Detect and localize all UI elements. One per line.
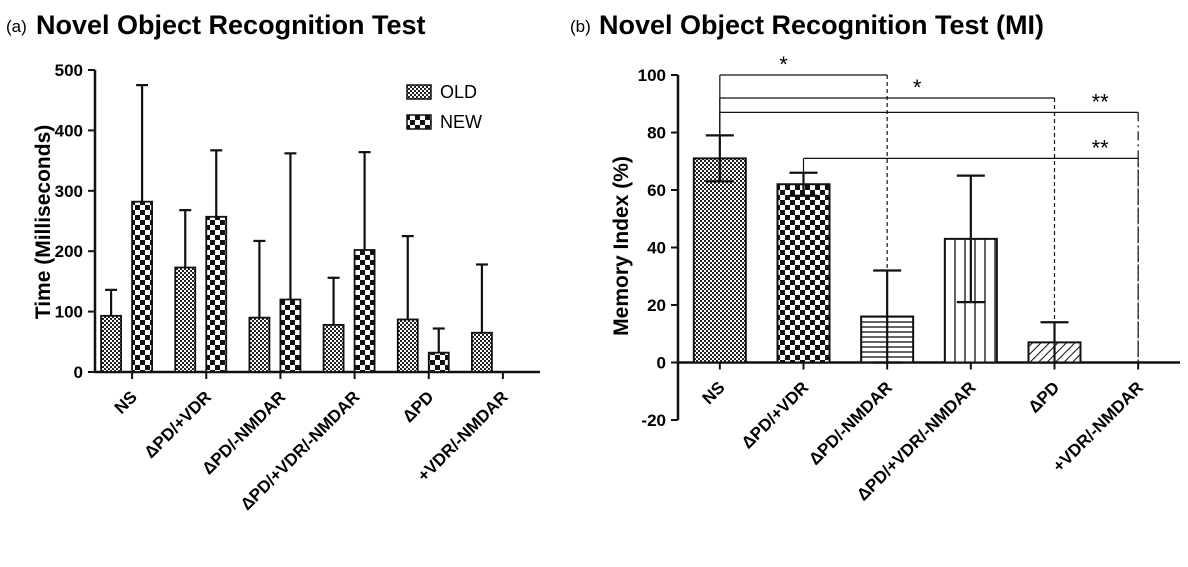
panel-a-bar-old bbox=[100, 314, 122, 373]
panel-a-category-label: NS bbox=[111, 387, 141, 417]
panel-a-bar-new bbox=[427, 351, 450, 373]
panel-b-y-tick-label: 60 bbox=[647, 181, 666, 200]
panel-a-y-tick-label: 500 bbox=[55, 61, 83, 80]
panel-b-label: (b) bbox=[570, 17, 591, 36]
panel-a-bar-new bbox=[353, 249, 376, 373]
panel-a-y-tick-label: 0 bbox=[74, 363, 83, 382]
panel-b-y-tick-label: 100 bbox=[638, 66, 666, 85]
panel-a-y-tick-label: 300 bbox=[55, 182, 83, 201]
panel-b-y-tick-label: 0 bbox=[657, 354, 666, 373]
significance-label: ** bbox=[1092, 89, 1110, 114]
panel-b-category-label: +VDR/-NMDAR bbox=[1049, 378, 1147, 476]
panel-a-bar-old bbox=[396, 318, 419, 373]
panel-a-bar-old bbox=[322, 323, 345, 373]
significance-label: * bbox=[913, 75, 922, 100]
panel-b-category-label: NS bbox=[699, 378, 729, 408]
panel-a-bar-old bbox=[471, 331, 493, 373]
panel-a-y-tick-label: 100 bbox=[55, 303, 83, 322]
panel-b-category-label: ΔPD/-NMDAR bbox=[805, 378, 896, 469]
panel-a-bar-old bbox=[174, 266, 197, 373]
panel-b-y-tick-label: 20 bbox=[647, 296, 666, 315]
panel-b-category-label: ΔPD bbox=[1025, 378, 1064, 417]
legend-swatch-old bbox=[406, 84, 432, 100]
panel-a-bar-new bbox=[205, 215, 228, 373]
panel-a-bar-new bbox=[131, 200, 153, 373]
panel-a-y-axis-label: Time (Milliseconds) bbox=[32, 125, 55, 320]
panel-a-title: Novel Object Recognition Test bbox=[36, 10, 426, 40]
panel-a-y-tick-label: 200 bbox=[55, 242, 83, 261]
significance-label: * bbox=[779, 52, 788, 77]
legend-label-new: NEW bbox=[440, 112, 482, 132]
panel-a-legend: OLD NEW bbox=[406, 82, 482, 132]
panel-b-y-axis-label: Memory Index (%) bbox=[610, 156, 633, 336]
panel-a-label: (a) bbox=[6, 17, 27, 36]
panel-a-category-label: ΔPD/+VDR bbox=[141, 387, 216, 462]
panel-a-y-tick-label: 400 bbox=[55, 121, 83, 140]
panel-a-category-label: ΔPD bbox=[399, 387, 438, 426]
panel-b-y-tick-label: -20 bbox=[641, 411, 666, 430]
panel-b-bar bbox=[776, 183, 831, 364]
panel-a-bar-new bbox=[279, 298, 302, 373]
legend-label-old: OLD bbox=[440, 82, 477, 102]
panel-b-title: Novel Object Recognition Test (MI) bbox=[599, 10, 1044, 40]
legend-swatch-new bbox=[406, 114, 432, 130]
panel-b-category-label: ΔPD/+VDR bbox=[738, 378, 813, 453]
panel-b-bar bbox=[692, 157, 747, 364]
panel-b-y-tick-label: 80 bbox=[647, 124, 666, 143]
panel-a-bar-old bbox=[248, 316, 271, 373]
significance-label: ** bbox=[1092, 135, 1110, 160]
panel-b-y-tick-label: 40 bbox=[647, 239, 666, 258]
